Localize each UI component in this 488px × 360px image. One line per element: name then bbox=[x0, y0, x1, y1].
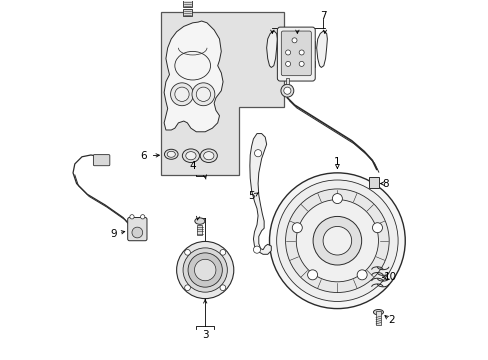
Bar bbox=[183, 9, 191, 17]
Bar bbox=[183, 0, 191, 7]
Circle shape bbox=[299, 50, 304, 55]
Circle shape bbox=[281, 84, 293, 97]
Ellipse shape bbox=[167, 151, 175, 157]
Circle shape bbox=[220, 249, 225, 255]
Circle shape bbox=[299, 62, 304, 66]
Ellipse shape bbox=[185, 152, 196, 160]
Circle shape bbox=[183, 248, 227, 292]
Text: 9: 9 bbox=[111, 229, 117, 239]
Circle shape bbox=[285, 50, 290, 55]
Circle shape bbox=[307, 270, 317, 280]
Text: 3: 3 bbox=[202, 330, 208, 341]
Polygon shape bbox=[249, 134, 271, 254]
Text: 8: 8 bbox=[382, 179, 388, 189]
Ellipse shape bbox=[373, 310, 383, 315]
Text: 6: 6 bbox=[140, 151, 146, 161]
Polygon shape bbox=[316, 31, 326, 67]
Circle shape bbox=[188, 253, 222, 287]
Polygon shape bbox=[266, 31, 277, 67]
Text: 7: 7 bbox=[319, 11, 325, 21]
FancyBboxPatch shape bbox=[93, 155, 110, 166]
FancyBboxPatch shape bbox=[281, 31, 311, 76]
Circle shape bbox=[285, 189, 388, 293]
Circle shape bbox=[175, 87, 189, 102]
Circle shape bbox=[296, 200, 378, 282]
Circle shape bbox=[372, 223, 382, 233]
Bar bbox=[285, 78, 288, 84]
Text: 4: 4 bbox=[189, 161, 196, 171]
Bar bbox=[310, 61, 315, 67]
Circle shape bbox=[269, 173, 405, 309]
Text: 1: 1 bbox=[333, 157, 340, 167]
Bar bbox=[197, 225, 202, 235]
Text: 2: 2 bbox=[387, 315, 394, 325]
Circle shape bbox=[323, 226, 351, 255]
Text: 5: 5 bbox=[247, 191, 254, 201]
Ellipse shape bbox=[164, 149, 178, 159]
Circle shape bbox=[254, 150, 261, 157]
Circle shape bbox=[356, 270, 366, 280]
Circle shape bbox=[194, 259, 216, 281]
Circle shape bbox=[220, 285, 225, 291]
Circle shape bbox=[312, 216, 361, 265]
Circle shape bbox=[196, 87, 210, 102]
Circle shape bbox=[184, 285, 190, 291]
Ellipse shape bbox=[203, 152, 213, 160]
Circle shape bbox=[253, 246, 260, 253]
Bar bbox=[277, 41, 281, 48]
FancyBboxPatch shape bbox=[127, 217, 147, 241]
Circle shape bbox=[276, 180, 397, 301]
Circle shape bbox=[291, 38, 296, 43]
Ellipse shape bbox=[200, 149, 217, 162]
Circle shape bbox=[176, 242, 233, 298]
Bar bbox=[375, 311, 380, 325]
Circle shape bbox=[140, 215, 144, 219]
Circle shape bbox=[170, 83, 193, 106]
Polygon shape bbox=[160, 12, 283, 175]
Polygon shape bbox=[164, 21, 223, 132]
Circle shape bbox=[184, 249, 190, 255]
Circle shape bbox=[292, 223, 302, 233]
Circle shape bbox=[132, 227, 142, 238]
Circle shape bbox=[192, 83, 214, 106]
Circle shape bbox=[332, 194, 342, 203]
Ellipse shape bbox=[182, 149, 199, 162]
FancyBboxPatch shape bbox=[277, 27, 315, 81]
Circle shape bbox=[283, 87, 290, 94]
Ellipse shape bbox=[194, 218, 204, 224]
Bar bbox=[277, 61, 281, 67]
Circle shape bbox=[130, 215, 134, 219]
Circle shape bbox=[285, 62, 290, 66]
Text: 10: 10 bbox=[383, 272, 396, 282]
Bar bbox=[310, 41, 315, 48]
Bar bbox=[368, 177, 378, 188]
